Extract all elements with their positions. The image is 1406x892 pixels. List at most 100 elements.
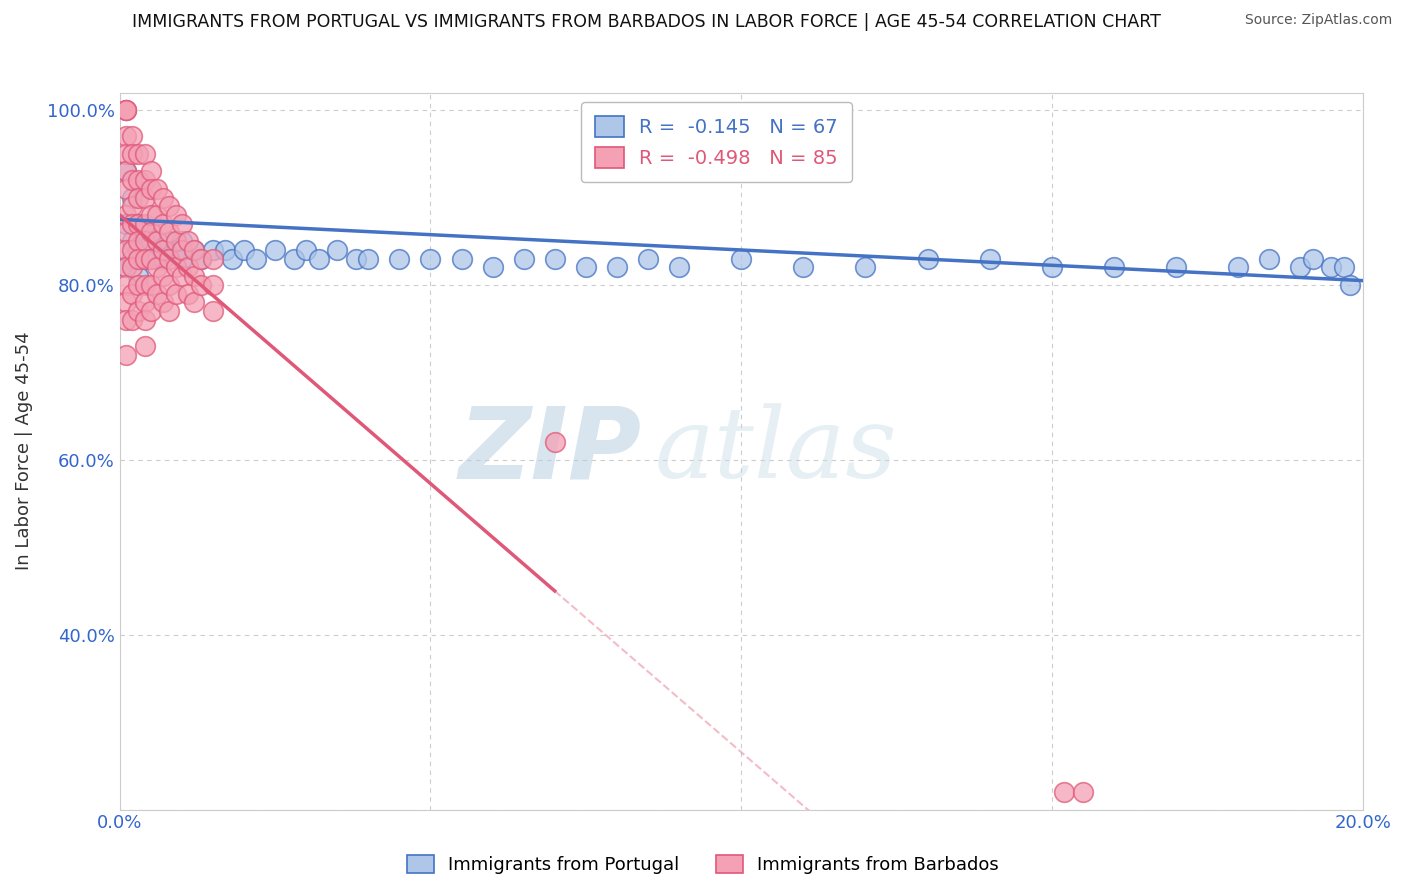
Point xyxy=(1289,260,1312,275)
Point xyxy=(214,243,236,257)
Point xyxy=(139,252,162,266)
Point xyxy=(139,277,162,292)
Point xyxy=(121,217,143,231)
Point xyxy=(134,234,156,248)
Point xyxy=(127,234,149,248)
Point xyxy=(127,252,149,266)
Point xyxy=(134,313,156,327)
Point xyxy=(183,243,205,257)
Point xyxy=(201,252,224,266)
Point xyxy=(121,260,143,275)
Point xyxy=(575,260,598,275)
Point xyxy=(115,226,138,240)
Point xyxy=(544,252,567,266)
Point xyxy=(159,277,181,292)
Point xyxy=(115,313,138,327)
Point xyxy=(134,190,156,204)
Point xyxy=(326,243,349,257)
Point xyxy=(159,226,181,240)
Point xyxy=(159,252,181,266)
Point xyxy=(115,164,138,178)
Point xyxy=(730,252,752,266)
Point xyxy=(121,190,143,204)
Point xyxy=(177,286,200,301)
Point xyxy=(668,260,690,275)
Point xyxy=(1102,260,1125,275)
Point xyxy=(115,103,138,117)
Point xyxy=(177,234,200,248)
Point xyxy=(115,103,138,117)
Point xyxy=(139,208,162,222)
Point xyxy=(170,269,193,284)
Point xyxy=(1339,277,1361,292)
Point xyxy=(121,146,143,161)
Point xyxy=(1258,252,1281,266)
Point xyxy=(152,269,174,284)
Point xyxy=(190,252,212,266)
Text: IMMIGRANTS FROM PORTUGAL VS IMMIGRANTS FROM BARBADOS IN LABOR FORCE | AGE 45-54 : IMMIGRANTS FROM PORTUGAL VS IMMIGRANTS F… xyxy=(132,13,1161,31)
Point xyxy=(917,252,939,266)
Point xyxy=(165,260,187,275)
Point xyxy=(170,234,193,248)
Point xyxy=(121,129,143,144)
Point xyxy=(637,252,659,266)
Point xyxy=(139,164,162,178)
Point xyxy=(121,243,143,257)
Point xyxy=(1053,785,1076,799)
Y-axis label: In Labor Force | Age 45-54: In Labor Force | Age 45-54 xyxy=(15,332,32,570)
Point xyxy=(512,252,534,266)
Point xyxy=(139,304,162,318)
Point xyxy=(127,277,149,292)
Point xyxy=(481,260,503,275)
Point xyxy=(134,252,156,266)
Point xyxy=(264,243,287,257)
Point xyxy=(233,243,256,257)
Point xyxy=(134,173,156,187)
Point xyxy=(183,269,205,284)
Point xyxy=(152,243,174,257)
Point xyxy=(121,313,143,327)
Point xyxy=(1302,252,1324,266)
Point xyxy=(152,295,174,310)
Point xyxy=(115,260,138,275)
Point xyxy=(190,277,212,292)
Point xyxy=(357,252,380,266)
Point xyxy=(121,286,143,301)
Point xyxy=(183,295,205,310)
Point xyxy=(115,146,138,161)
Point xyxy=(221,252,243,266)
Point xyxy=(134,217,156,231)
Point xyxy=(121,252,143,266)
Point xyxy=(115,164,138,178)
Point xyxy=(201,304,224,318)
Point xyxy=(134,146,156,161)
Point xyxy=(979,252,1001,266)
Point xyxy=(115,295,138,310)
Point xyxy=(295,243,318,257)
Point xyxy=(344,252,367,266)
Point xyxy=(177,260,200,275)
Point xyxy=(159,304,181,318)
Point xyxy=(127,252,149,266)
Point xyxy=(183,243,205,257)
Point xyxy=(146,286,169,301)
Point xyxy=(170,217,193,231)
Point xyxy=(308,252,330,266)
Point xyxy=(1071,785,1094,799)
Point xyxy=(1320,260,1343,275)
Text: atlas: atlas xyxy=(654,403,897,499)
Point xyxy=(127,217,149,231)
Point xyxy=(139,226,162,240)
Point xyxy=(134,339,156,353)
Point xyxy=(388,252,411,266)
Point xyxy=(190,252,212,266)
Point xyxy=(146,182,169,196)
Point xyxy=(115,103,138,117)
Point xyxy=(146,234,169,248)
Point xyxy=(152,252,174,266)
Point xyxy=(127,190,149,204)
Point xyxy=(146,234,169,248)
Point xyxy=(1166,260,1188,275)
Legend: Immigrants from Portugal, Immigrants from Barbados: Immigrants from Portugal, Immigrants fro… xyxy=(398,846,1008,883)
Point xyxy=(159,199,181,213)
